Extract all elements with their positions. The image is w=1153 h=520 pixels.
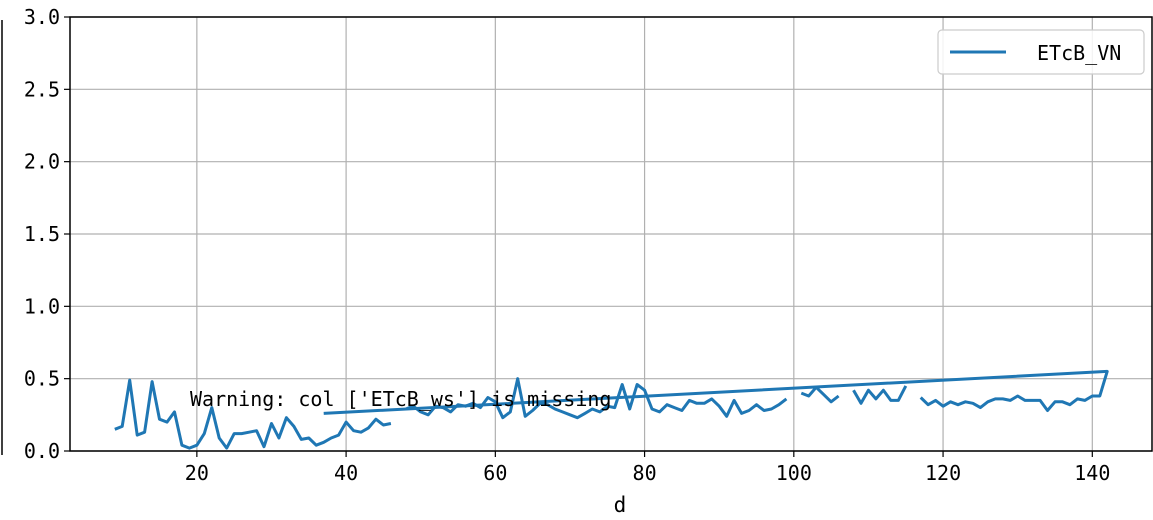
x-tick-label: 40 xyxy=(334,461,358,485)
x-tick-label: 80 xyxy=(633,461,657,485)
warning-annotation: Warning: col ['ETcB_ws'] is missing xyxy=(190,387,611,411)
series-line-segment xyxy=(852,385,908,405)
y-axis: 0.0 0.5 1.0 1.5 2.0 2.5 3.0 xyxy=(24,5,70,463)
legend: ETcB_VN xyxy=(937,29,1145,75)
y-tick-label: 2.0 xyxy=(24,150,60,174)
x-tick-label: 120 xyxy=(925,461,961,485)
x-tick-label: 140 xyxy=(1074,461,1110,485)
y-tick-label: 0.0 xyxy=(24,439,60,463)
x-axis: 20 40 60 80 100 120 140 xyxy=(185,451,1110,485)
grid xyxy=(70,16,1152,452)
y-tick-label: 0.5 xyxy=(24,367,60,391)
x-axis-label: d xyxy=(614,493,627,517)
legend-label: ETcB_VN xyxy=(1037,41,1121,65)
x-tick-label: 20 xyxy=(185,461,209,485)
x-tick-label: 100 xyxy=(776,461,812,485)
x-tick-label: 60 xyxy=(483,461,507,485)
series-group xyxy=(114,369,1109,450)
y-tick-label: 3.0 xyxy=(24,5,60,29)
y-tick-label: 1.0 xyxy=(24,294,60,318)
series-line-segment xyxy=(323,369,1109,415)
y-tick-label: 2.5 xyxy=(24,77,60,101)
series-line-segment xyxy=(800,385,840,404)
series-line-segment xyxy=(114,378,392,450)
legend-box xyxy=(937,29,1145,75)
y-tick-label: 1.5 xyxy=(24,222,60,246)
